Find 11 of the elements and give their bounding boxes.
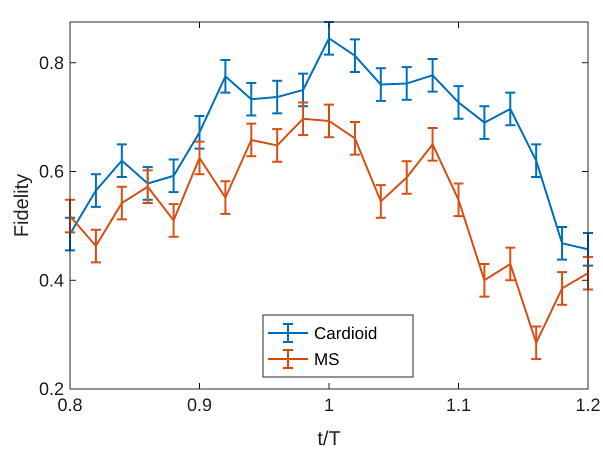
x-tick-label: 0.9 (186, 395, 212, 415)
y-tick-label: 0.8 (38, 52, 64, 73)
x-axis-title: t/T (317, 428, 341, 450)
y-tick-label: 0.4 (38, 270, 64, 290)
x-tick-label: 1.2 (575, 395, 601, 415)
legend-label: Cardioid (314, 324, 378, 343)
y-tick-label: 0.6 (38, 162, 64, 182)
legend-label: MS (314, 350, 340, 369)
y-axis-title: Fidelity (11, 174, 33, 238)
x-tick-label: 1 (324, 395, 334, 415)
x-tick-label: 1.1 (446, 395, 472, 415)
